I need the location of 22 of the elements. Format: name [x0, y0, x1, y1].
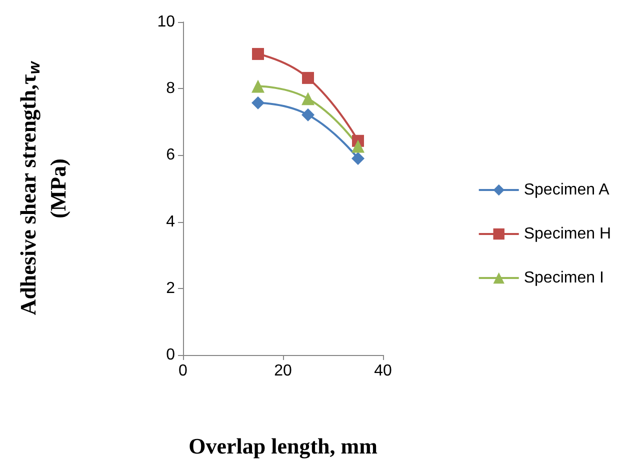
point	[302, 92, 314, 106]
y-tick-label: 4	[166, 213, 176, 230]
y-tick-label: 2	[166, 280, 176, 297]
x-tick-label: 20	[274, 362, 292, 380]
point	[352, 152, 364, 166]
legend-label: Specimen H	[524, 226, 612, 242]
point	[252, 96, 264, 110]
y-tick-label: 6	[166, 146, 176, 164]
y-tick-label: 8	[166, 80, 176, 98]
x-tick-label: 0	[178, 362, 188, 380]
point	[302, 72, 314, 84]
legend-label: Specimen A	[524, 182, 610, 198]
point	[302, 108, 314, 122]
text: Adhesive shear strength,τw (MPa)	[16, 62, 70, 316]
point	[352, 140, 364, 153]
x-axis-title: Overlap length, mm	[188, 434, 378, 458]
y-tick-label: 0	[166, 346, 176, 364]
point	[252, 80, 264, 93]
x-tick-label: 40	[374, 362, 392, 380]
legend-label: Specimen I	[524, 270, 604, 286]
point	[252, 48, 264, 60]
y-tick-label: 10	[157, 14, 176, 30]
